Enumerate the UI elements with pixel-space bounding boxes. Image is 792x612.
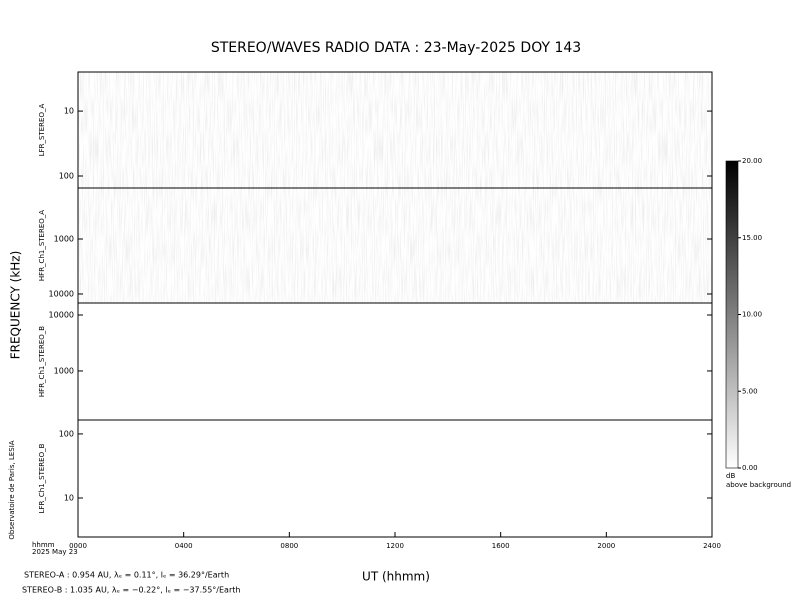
- x-tick-label: 0400: [175, 542, 193, 550]
- colorbar-note: above background: [726, 481, 791, 489]
- panel-label: LFR_Ch1_STEREO_B: [38, 443, 46, 513]
- colorbar: [725, 160, 739, 469]
- x-tick-label: 2400: [703, 542, 721, 550]
- credit: Observatoire de Paris, LESIA: [8, 440, 16, 539]
- chart-title: STEREO/WAVES RADIO DATA : 23-May-2025 DO…: [211, 40, 581, 56]
- x-tick-label: 0800: [280, 542, 298, 550]
- y-tick-label: 100: [59, 429, 74, 438]
- colorbar-tick-label: 10.00: [742, 311, 762, 319]
- colorbar-unit: dB: [726, 472, 735, 480]
- footer-line: STEREO-A : 0.954 AU, λₑ = 0.11°, lₑ = 36…: [24, 571, 229, 580]
- x-unit: hhmm: [32, 541, 55, 549]
- colorbar-tick-label: 0.00: [742, 464, 758, 472]
- x-tick-label: 2000: [597, 542, 615, 550]
- colorbar-tick-label: 15.00: [742, 234, 762, 242]
- colorbar-tick-label: 20.00: [742, 157, 762, 165]
- panel-label: HFR_Ch1_STEREO_A: [38, 210, 46, 281]
- panel-label: HFR_Ch1_STEREO_B: [38, 326, 46, 397]
- y-tick-label: 100: [59, 172, 74, 181]
- spectrogram: [78, 188, 712, 303]
- colorbar-tick-label: 5.00: [742, 387, 758, 395]
- panel-bg: [78, 303, 712, 420]
- y-axis-label: FREQUENCY (kHz): [9, 251, 23, 360]
- panel-label: LFR_STEREO_A: [38, 104, 46, 157]
- x-axis-label: UT (hhmm): [362, 570, 430, 584]
- panel-bg: [78, 420, 712, 537]
- y-tick-label: 1000: [54, 235, 74, 244]
- x-tick-label: 0000: [69, 542, 87, 550]
- footer-line: STEREO-B : 1.035 AU, λₑ = −0.22°, lₑ = −…: [22, 586, 240, 595]
- y-tick-label: 10000: [49, 310, 74, 319]
- date: 2025 May 23: [32, 548, 78, 556]
- x-tick-label: 1600: [492, 542, 510, 550]
- y-tick-label: 1000: [54, 366, 74, 375]
- spectrogram: [78, 72, 712, 188]
- y-tick-label: 10: [64, 493, 74, 502]
- y-tick-label: 10: [64, 107, 74, 116]
- x-tick-label: 1200: [386, 542, 404, 550]
- y-tick-label: 10000: [49, 289, 74, 298]
